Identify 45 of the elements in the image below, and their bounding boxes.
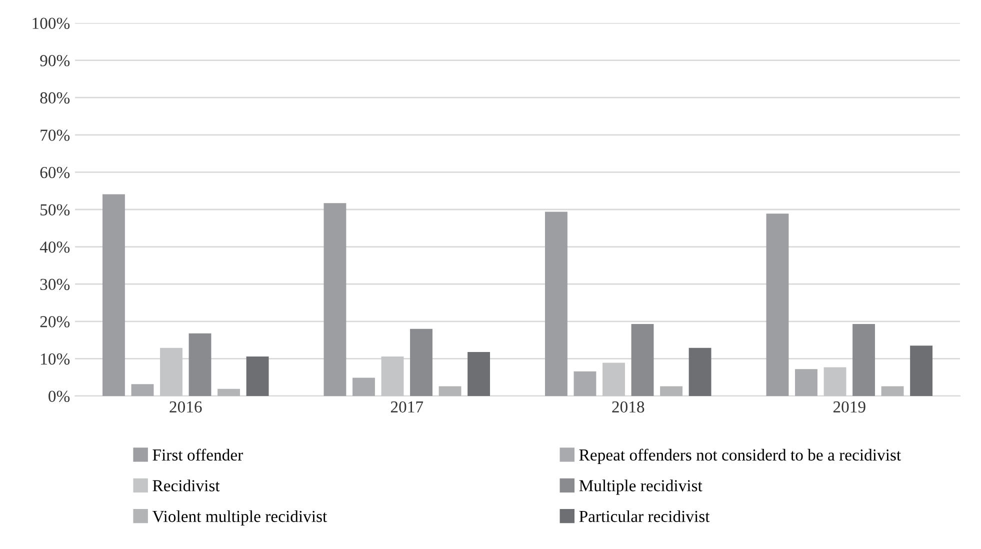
bar xyxy=(910,346,932,396)
bar xyxy=(160,348,182,396)
bar xyxy=(766,214,789,396)
legend-label: Multiple recidivist xyxy=(579,480,702,495)
bar xyxy=(131,384,154,396)
bar xyxy=(438,386,462,396)
y-tick-label: 90% xyxy=(40,55,70,66)
bar xyxy=(545,212,568,396)
bar xyxy=(352,378,375,396)
bar xyxy=(631,324,654,396)
legend-label: Recidivist xyxy=(152,480,220,492)
y-tick-label: 50% xyxy=(40,204,70,216)
x-tick-label: 2016 xyxy=(170,401,202,413)
x-tick-label: 2019 xyxy=(833,401,866,413)
bar xyxy=(188,333,212,396)
bar xyxy=(881,386,904,396)
bar xyxy=(574,371,596,396)
y-tick-label: 0% xyxy=(48,390,70,402)
bar xyxy=(218,388,240,396)
bar xyxy=(688,348,712,396)
bar xyxy=(795,369,818,396)
y-tick-label: 20% xyxy=(40,316,70,328)
legend-label: Violent multiple recidivist xyxy=(152,510,328,526)
bar xyxy=(410,328,432,396)
y-tick-label: 100% xyxy=(32,18,70,29)
bar xyxy=(324,203,346,396)
y-tick-label: 30% xyxy=(40,278,70,290)
legend-label: Repeat offenders not considerd to be a recidivist xyxy=(579,448,901,464)
y-tick-label: 40% xyxy=(40,242,70,253)
bar xyxy=(824,367,846,396)
y-tick-label: 70% xyxy=(40,130,70,141)
legend-label: First offender xyxy=(152,448,243,461)
legend-label: Particular recidivist xyxy=(579,510,710,522)
x-tick-label: 2017 xyxy=(390,401,424,413)
y-tick-label: 80% xyxy=(40,92,70,104)
bar xyxy=(852,324,875,396)
bar xyxy=(246,356,269,396)
bar xyxy=(381,356,404,396)
bar xyxy=(102,194,125,396)
y-tick-label: 10% xyxy=(41,353,70,365)
y-tick-label: 60% xyxy=(40,166,70,178)
x-tick-label: 2018 xyxy=(612,401,644,413)
bar xyxy=(660,386,682,396)
bar xyxy=(468,352,490,396)
bar xyxy=(602,362,625,396)
